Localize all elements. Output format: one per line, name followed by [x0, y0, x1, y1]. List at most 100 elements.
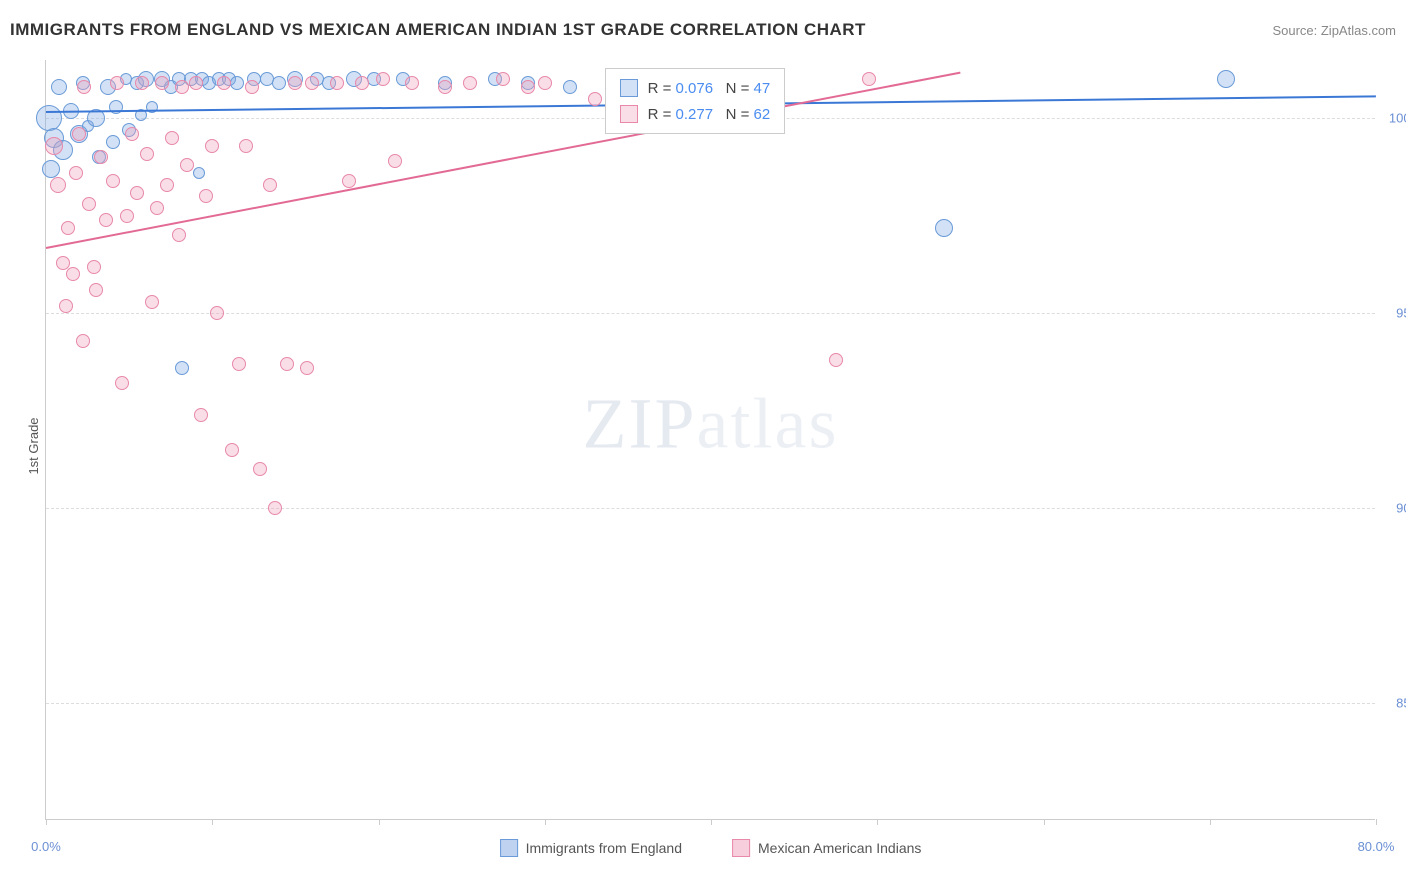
x-tick-label: 0.0% — [31, 839, 61, 854]
data-point — [376, 72, 390, 86]
data-point — [172, 228, 186, 242]
data-point — [217, 76, 231, 90]
data-point — [160, 178, 174, 192]
stats-box: R = 0.076 N = 47 R = 0.277 N = 62 — [605, 68, 786, 134]
data-point — [829, 353, 843, 367]
data-point — [175, 361, 189, 375]
data-point — [935, 219, 953, 237]
data-point — [388, 154, 402, 168]
x-tick-label: 80.0% — [1358, 839, 1395, 854]
data-point — [288, 76, 302, 90]
x-tick — [877, 819, 878, 825]
legend: Immigrants from England Mexican American … — [500, 839, 922, 857]
data-point — [245, 80, 259, 94]
data-point — [76, 334, 90, 348]
legend-swatch — [732, 839, 750, 857]
gridline — [46, 703, 1375, 704]
data-point — [300, 361, 314, 375]
data-point — [59, 299, 73, 313]
data-point — [205, 139, 219, 153]
series-swatch — [620, 105, 638, 123]
series-swatch — [620, 79, 638, 97]
legend-label: Immigrants from England — [526, 840, 682, 856]
scatter-plot-area: ZIPatlas Immigrants from EnglandMexican … — [45, 60, 1375, 820]
source-label: Source: ZipAtlas.com — [1272, 23, 1396, 38]
data-point — [82, 197, 96, 211]
data-point — [69, 166, 83, 180]
data-point — [563, 80, 577, 94]
legend-label: Mexican American Indians — [758, 840, 921, 856]
data-point — [232, 357, 246, 371]
data-point — [230, 76, 244, 90]
data-point — [56, 256, 70, 270]
data-point — [272, 76, 286, 90]
gridline — [46, 508, 1375, 509]
x-tick — [711, 819, 712, 825]
data-point — [145, 295, 159, 309]
x-tick — [379, 819, 380, 825]
data-point — [140, 147, 154, 161]
data-point — [36, 105, 62, 131]
data-point — [268, 501, 282, 515]
data-point — [89, 283, 103, 297]
x-tick — [1044, 819, 1045, 825]
data-point — [342, 174, 356, 188]
stats-text: R = 0.076 N = 47 — [648, 80, 771, 97]
data-point — [194, 408, 208, 422]
stats-row: R = 0.277 N = 62 — [620, 101, 771, 127]
data-point — [330, 76, 344, 90]
legend-item: Immigrants from England — [500, 839, 682, 857]
data-point — [155, 76, 169, 90]
data-point — [253, 462, 267, 476]
data-point — [135, 76, 149, 90]
data-point — [120, 209, 134, 223]
data-point — [280, 357, 294, 371]
data-point — [61, 221, 75, 235]
y-tick-label: 100.0% — [1389, 111, 1406, 126]
data-point — [405, 76, 419, 90]
data-point — [199, 189, 213, 203]
legend-item: Mexican American Indians — [732, 839, 921, 857]
data-point — [193, 167, 205, 179]
data-point — [99, 213, 113, 227]
data-point — [210, 306, 224, 320]
watermark: ZIPatlas — [583, 383, 839, 466]
y-axis-label: 1st Grade — [26, 417, 41, 474]
y-tick-label: 90.0% — [1396, 501, 1406, 516]
data-point — [165, 131, 179, 145]
y-tick-label: 85.0% — [1396, 696, 1406, 711]
data-point — [1217, 70, 1235, 88]
stats-row: R = 0.076 N = 47 — [620, 75, 771, 101]
data-point — [94, 150, 108, 164]
data-point — [180, 158, 194, 172]
x-tick — [212, 819, 213, 825]
data-point — [438, 80, 452, 94]
data-point — [150, 201, 164, 215]
data-point — [50, 177, 66, 193]
data-point — [66, 267, 80, 281]
chart-title: IMMIGRANTS FROM ENGLAND VS MEXICAN AMERI… — [10, 20, 866, 40]
data-point — [355, 76, 369, 90]
data-point — [51, 79, 67, 95]
data-point — [175, 80, 189, 94]
data-point — [538, 76, 552, 90]
data-point — [115, 376, 129, 390]
data-point — [130, 186, 144, 200]
x-tick — [1210, 819, 1211, 825]
data-point — [110, 76, 124, 90]
data-point — [125, 127, 139, 141]
data-point — [862, 72, 876, 86]
data-point — [106, 135, 120, 149]
watermark-light: atlas — [697, 384, 839, 464]
watermark-bold: ZIP — [583, 384, 697, 464]
stats-text: R = 0.277 N = 62 — [648, 106, 771, 123]
data-point — [45, 137, 63, 155]
data-point — [463, 76, 477, 90]
x-tick — [1376, 819, 1377, 825]
data-point — [263, 178, 277, 192]
data-point — [225, 443, 239, 457]
gridline — [46, 313, 1375, 314]
legend-swatch — [500, 839, 518, 857]
data-point — [77, 80, 91, 94]
data-point — [239, 139, 253, 153]
